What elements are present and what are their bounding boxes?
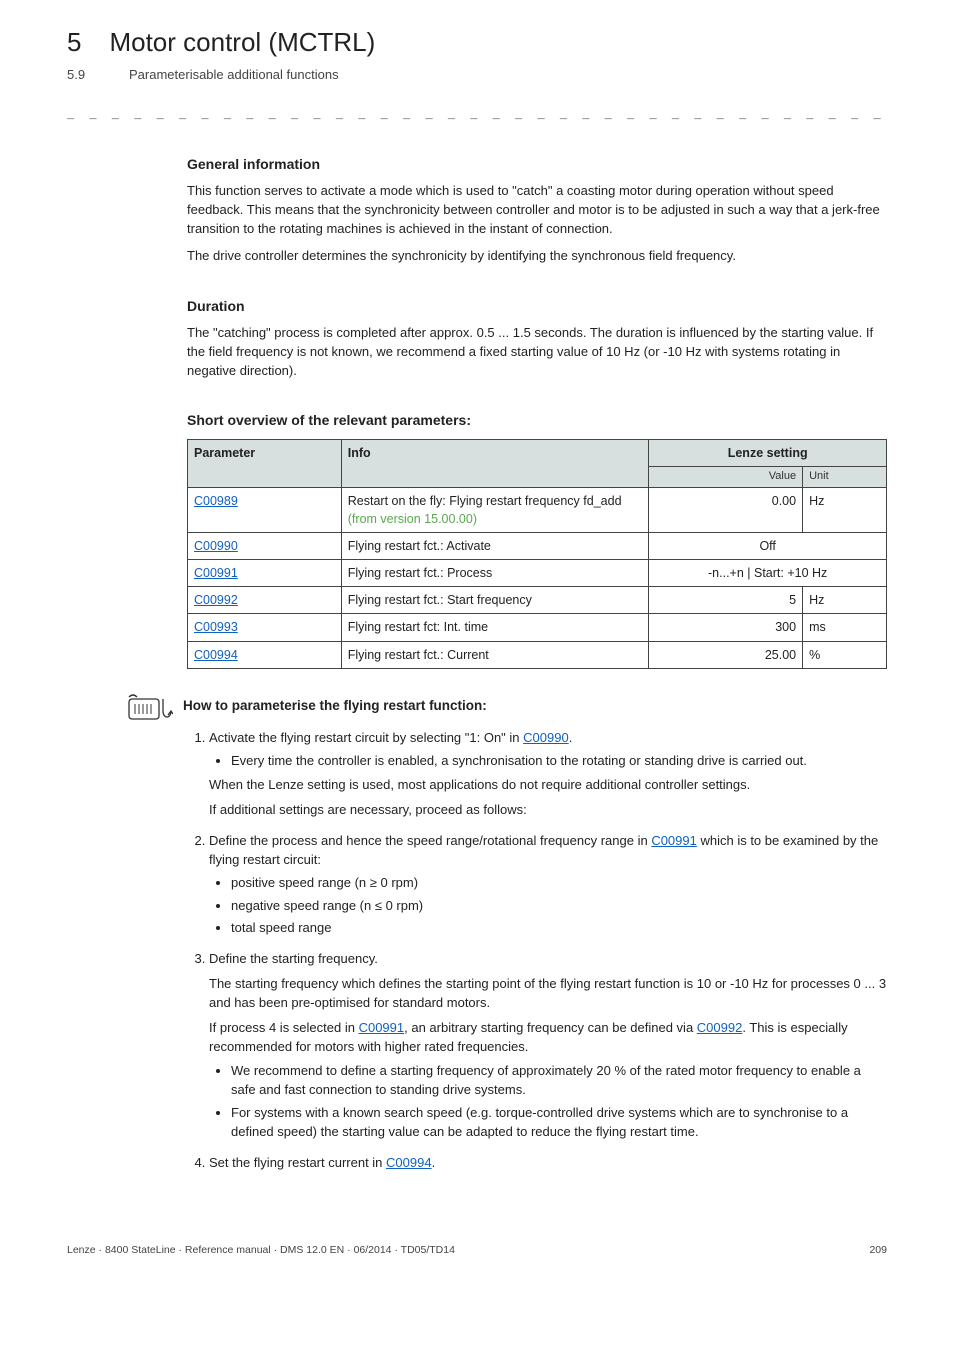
chapter-number: 5 xyxy=(67,24,81,62)
param-code-link[interactable]: C00989 xyxy=(194,494,238,508)
param-code-link[interactable]: C00993 xyxy=(194,620,238,634)
param-unit: Hz xyxy=(803,587,887,614)
subhead-unit: Unit xyxy=(803,466,887,487)
heading-duration: Duration xyxy=(187,296,887,316)
subhead-value: Value xyxy=(649,466,803,487)
general-p1: This function serves to activate a mode … xyxy=(187,182,887,239)
table-row: C00994 Flying restart fct.: Current 25.0… xyxy=(188,641,887,668)
step3-text: Define the starting frequency. xyxy=(209,951,378,966)
step-2: Define the process and hence the speed r… xyxy=(209,832,887,938)
step2-bullet: total speed range xyxy=(231,919,887,938)
chapter-title: Motor control (MCTRL) xyxy=(109,24,375,62)
param-value: 25.00 xyxy=(649,641,803,668)
heading-general: General information xyxy=(187,154,887,174)
procedure-icon xyxy=(127,691,173,721)
general-p2: The drive controller determines the sync… xyxy=(187,247,887,266)
step1-note1: When the Lenze setting is used, most app… xyxy=(209,776,887,795)
step2-text-a: Define the process and hence the speed r… xyxy=(209,833,651,848)
step4-text-a: Set the flying restart current in xyxy=(209,1155,386,1170)
step3-p2b: , an arbitrary starting frequency can be… xyxy=(404,1020,697,1035)
param-info: Flying restart fct.: Process xyxy=(341,560,649,587)
link-c00994[interactable]: C00994 xyxy=(386,1155,432,1170)
step2-bullet: negative speed range (n ≤ 0 rpm) xyxy=(231,897,887,916)
param-info: Restart on the fly: Flying restart frequ… xyxy=(348,494,622,508)
param-info: Flying restart fct.: Activate xyxy=(341,533,649,560)
footer-line: Lenze · 8400 StateLine · Reference manua… xyxy=(67,1244,455,1256)
section-header: 5.9 Parameterisable additional functions xyxy=(67,66,887,85)
param-code-link[interactable]: C00992 xyxy=(194,593,238,607)
chapter-header: 5 Motor control (MCTRL) xyxy=(67,24,887,62)
step2-bullet: positive speed range (n ≥ 0 rpm) xyxy=(231,874,887,893)
step3-bullet: We recommend to define a starting freque… xyxy=(231,1062,887,1100)
step1-bullet: Every time the controller is enabled, a … xyxy=(231,752,887,771)
table-row: C00990 Flying restart fct.: Activate Off xyxy=(188,533,887,560)
table-row: C00991 Flying restart fct.: Process -n..… xyxy=(188,560,887,587)
separator-dashes: _ _ _ _ _ _ _ _ _ _ _ _ _ _ _ _ _ _ _ _ … xyxy=(67,107,887,124)
col-parameter: Parameter xyxy=(188,439,342,487)
table-row: C00989 Restart on the fly: Flying restar… xyxy=(188,487,887,532)
param-value: 5 xyxy=(649,587,803,614)
howto-title: How to parameterise the flying restart f… xyxy=(183,696,487,716)
link-c00992[interactable]: C00992 xyxy=(697,1020,743,1035)
step3-p2a: If process 4 is selected in xyxy=(209,1020,359,1035)
table-row: C00993 Flying restart fct: Int. time 300… xyxy=(188,614,887,641)
step1-note2: If additional settings are necessary, pr… xyxy=(209,801,887,820)
param-value: 300 xyxy=(649,614,803,641)
param-unit: % xyxy=(803,641,887,668)
steps-list: Activate the flying restart circuit by s… xyxy=(187,729,887,1173)
page-footer: Lenze · 8400 StateLine · Reference manua… xyxy=(67,1243,887,1258)
step-1: Activate the flying restart circuit by s… xyxy=(209,729,887,820)
col-info: Info xyxy=(341,439,649,487)
param-note: (from version 15.00.00) xyxy=(348,512,477,526)
step3-bullet: For systems with a known search speed (e… xyxy=(231,1104,887,1142)
section-title: Parameterisable additional functions xyxy=(129,66,339,85)
param-code-link[interactable]: C00991 xyxy=(194,566,238,580)
link-c00991-2[interactable]: C00991 xyxy=(359,1020,405,1035)
parameters-table: Parameter Info Lenze setting Value Unit … xyxy=(187,439,887,669)
param-code-link[interactable]: C00990 xyxy=(194,539,238,553)
table-row: C00992 Flying restart fct.: Start freque… xyxy=(188,587,887,614)
param-value: 0.00 xyxy=(649,487,803,532)
param-code-link[interactable]: C00994 xyxy=(194,648,238,662)
step4-text-b: . xyxy=(432,1155,436,1170)
link-c00990[interactable]: C00990 xyxy=(523,730,569,745)
page-number: 209 xyxy=(869,1243,887,1258)
col-lenze: Lenze setting xyxy=(649,439,887,466)
duration-p1: The "catching" process is completed afte… xyxy=(187,324,887,381)
param-value: -n...+n | Start: +10 Hz xyxy=(649,560,887,587)
step-3: Define the starting frequency. The start… xyxy=(209,950,887,1142)
param-unit: Hz xyxy=(803,487,887,532)
step1-text-a: Activate the flying restart circuit by s… xyxy=(209,730,523,745)
heading-table: Short overview of the relevant parameter… xyxy=(187,410,887,430)
section-number: 5.9 xyxy=(67,66,101,85)
step1-text-b: . xyxy=(569,730,573,745)
step3-p1: The starting frequency which defines the… xyxy=(209,975,887,1013)
param-info: Flying restart fct.: Current xyxy=(341,641,649,668)
step3-p2: If process 4 is selected in C00991, an a… xyxy=(209,1019,887,1057)
link-c00991[interactable]: C00991 xyxy=(651,833,697,848)
step-4: Set the flying restart current in C00994… xyxy=(209,1154,887,1173)
param-info: Flying restart fct.: Start frequency xyxy=(341,587,649,614)
param-value: Off xyxy=(649,533,887,560)
param-info: Flying restart fct: Int. time xyxy=(341,614,649,641)
param-unit: ms xyxy=(803,614,887,641)
